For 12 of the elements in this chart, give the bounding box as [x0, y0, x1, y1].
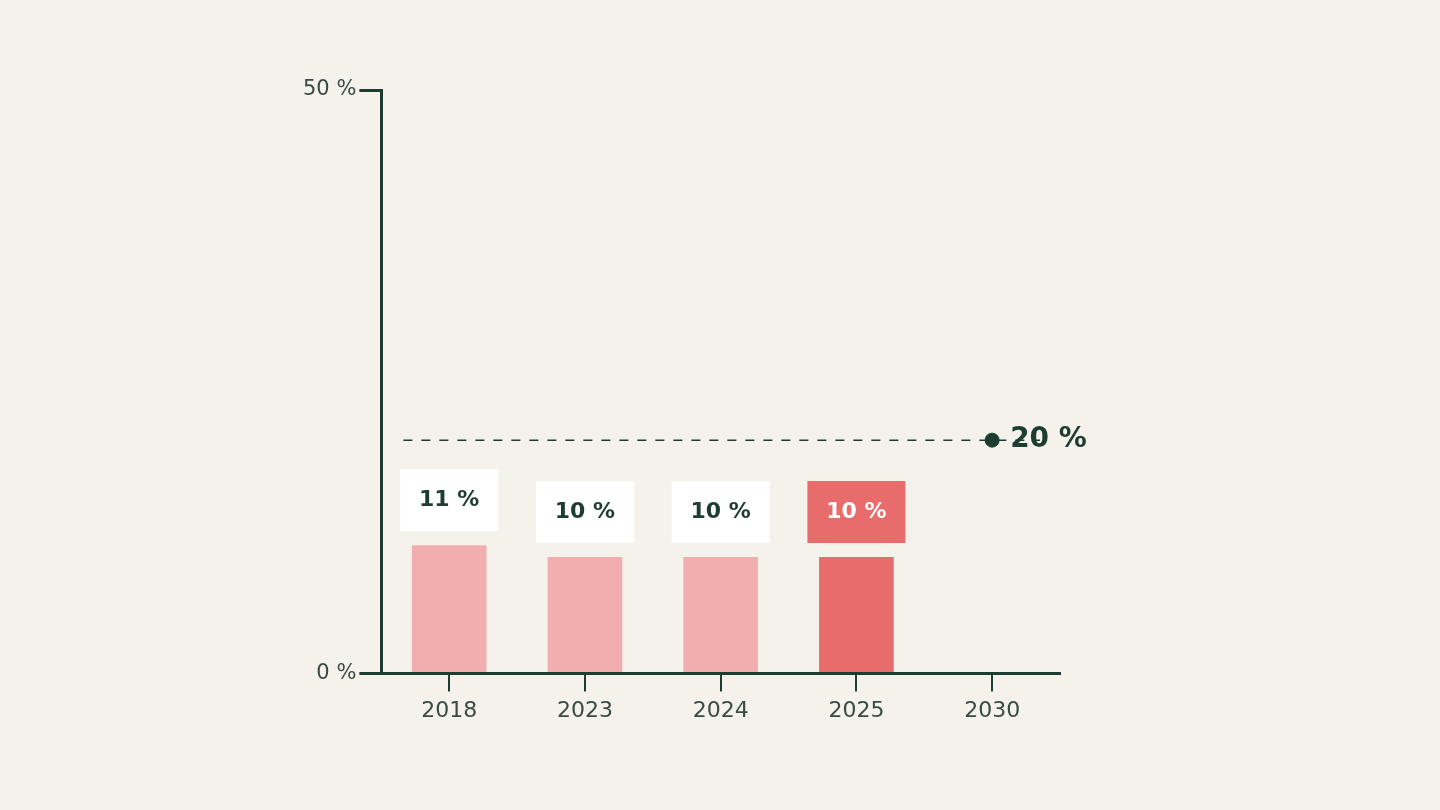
y-tick-label: 50 % — [302, 76, 357, 101]
x-tick-label: 2025 — [828, 696, 885, 722]
x-tick-label: 2024 — [692, 696, 749, 722]
data-label: 11 % — [419, 485, 480, 511]
x-tick-label: 2018 — [421, 696, 478, 722]
data-label: 10 % — [690, 497, 751, 523]
data-label: 10 % — [554, 497, 616, 523]
data-label: 10 % — [826, 497, 887, 523]
x-tick-label: 2023 — [556, 696, 613, 722]
x-tick-label: 2030 — [964, 696, 1021, 722]
data-label: 20 % — [1010, 421, 1087, 455]
y-tick-label: 0 % — [316, 660, 357, 685]
